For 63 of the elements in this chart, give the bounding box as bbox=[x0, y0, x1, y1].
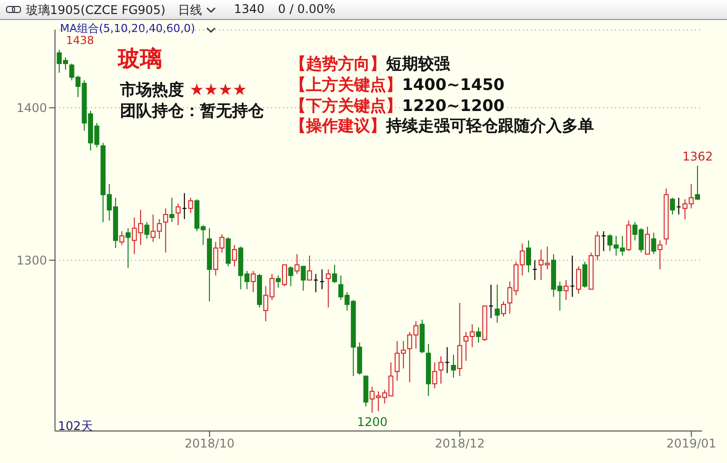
annotation: 市场热度 ★★★★ bbox=[120, 80, 247, 99]
candlestick bbox=[651, 232, 656, 255]
candlestick bbox=[526, 240, 532, 273]
annotation: 102天 bbox=[58, 418, 93, 435]
candlestick bbox=[532, 260, 538, 281]
annotation: 【下方关键点】1220~1200 bbox=[290, 96, 504, 115]
candlestick bbox=[670, 197, 675, 215]
candlestick bbox=[307, 255, 312, 281]
candlestick bbox=[576, 266, 582, 294]
candlestick bbox=[494, 284, 500, 324]
annotation: MA组合(5,10,20,40,60,0) bbox=[60, 21, 196, 36]
candlestick bbox=[320, 268, 325, 290]
candlestick bbox=[300, 266, 306, 292]
annotation: 【操作建议】持续走强可轻仓跟随介入多单 bbox=[290, 116, 594, 136]
candlestick bbox=[476, 326, 481, 344]
annotation: 1200 bbox=[356, 415, 388, 430]
candlestick bbox=[582, 261, 588, 288]
candlestick bbox=[182, 192, 187, 220]
candlestick bbox=[601, 230, 606, 252]
candlestick bbox=[450, 354, 456, 378]
x-tick-label: 2019/01 bbox=[666, 436, 716, 451]
candlestick bbox=[126, 228, 131, 268]
annotation: 【趋势方向】短期较强 bbox=[290, 54, 450, 73]
candlestick bbox=[432, 362, 438, 389]
text: 1340 bbox=[234, 2, 265, 16]
annotation: 1438 bbox=[66, 34, 94, 47]
chart-title: 玻璃1905(CZCE FG905) bbox=[26, 2, 166, 19]
annotation: 团队持仓：暂无持仓 bbox=[120, 100, 264, 120]
candlestick bbox=[294, 254, 300, 274]
candlestick bbox=[188, 197, 194, 214]
candlestick bbox=[676, 197, 682, 215]
candlestick bbox=[644, 226, 650, 255]
candlestick bbox=[163, 208, 168, 254]
y-tick-label: 1400 bbox=[16, 101, 47, 116]
candlestick bbox=[444, 346, 450, 374]
candlestick bbox=[657, 240, 662, 270]
candlestick bbox=[332, 264, 338, 284]
annotation: 玻璃 bbox=[118, 46, 162, 74]
candlestick bbox=[232, 244, 237, 267]
annotation: 【上方关键点】1400~1450 bbox=[290, 74, 504, 94]
candlestick bbox=[694, 165, 700, 200]
x-tick-label: 2018/12 bbox=[434, 436, 485, 451]
candlestick bbox=[313, 273, 318, 293]
candlestick bbox=[169, 197, 174, 223]
candlestick bbox=[570, 255, 575, 298]
candlestick bbox=[250, 270, 256, 293]
candlestick bbox=[144, 222, 150, 240]
annotation: 1362 bbox=[682, 150, 713, 164]
candlestick bbox=[457, 302, 462, 377]
candlestick bbox=[501, 300, 506, 318]
text: 0 / 0.00% bbox=[278, 2, 336, 16]
candlestick bbox=[488, 284, 494, 319]
y-tick-label: 1300 bbox=[16, 253, 47, 268]
candlestick bbox=[438, 356, 444, 384]
candlestick bbox=[276, 274, 281, 288]
candlestick bbox=[326, 268, 331, 308]
candlestick bbox=[564, 280, 569, 300]
text: 日线 bbox=[178, 2, 202, 19]
candlestick bbox=[176, 203, 181, 226]
candlestick bbox=[119, 230, 124, 246]
candlestick bbox=[288, 266, 294, 287]
candlestick bbox=[282, 264, 288, 287]
x-tick-label: 2018/10 bbox=[184, 436, 234, 451]
